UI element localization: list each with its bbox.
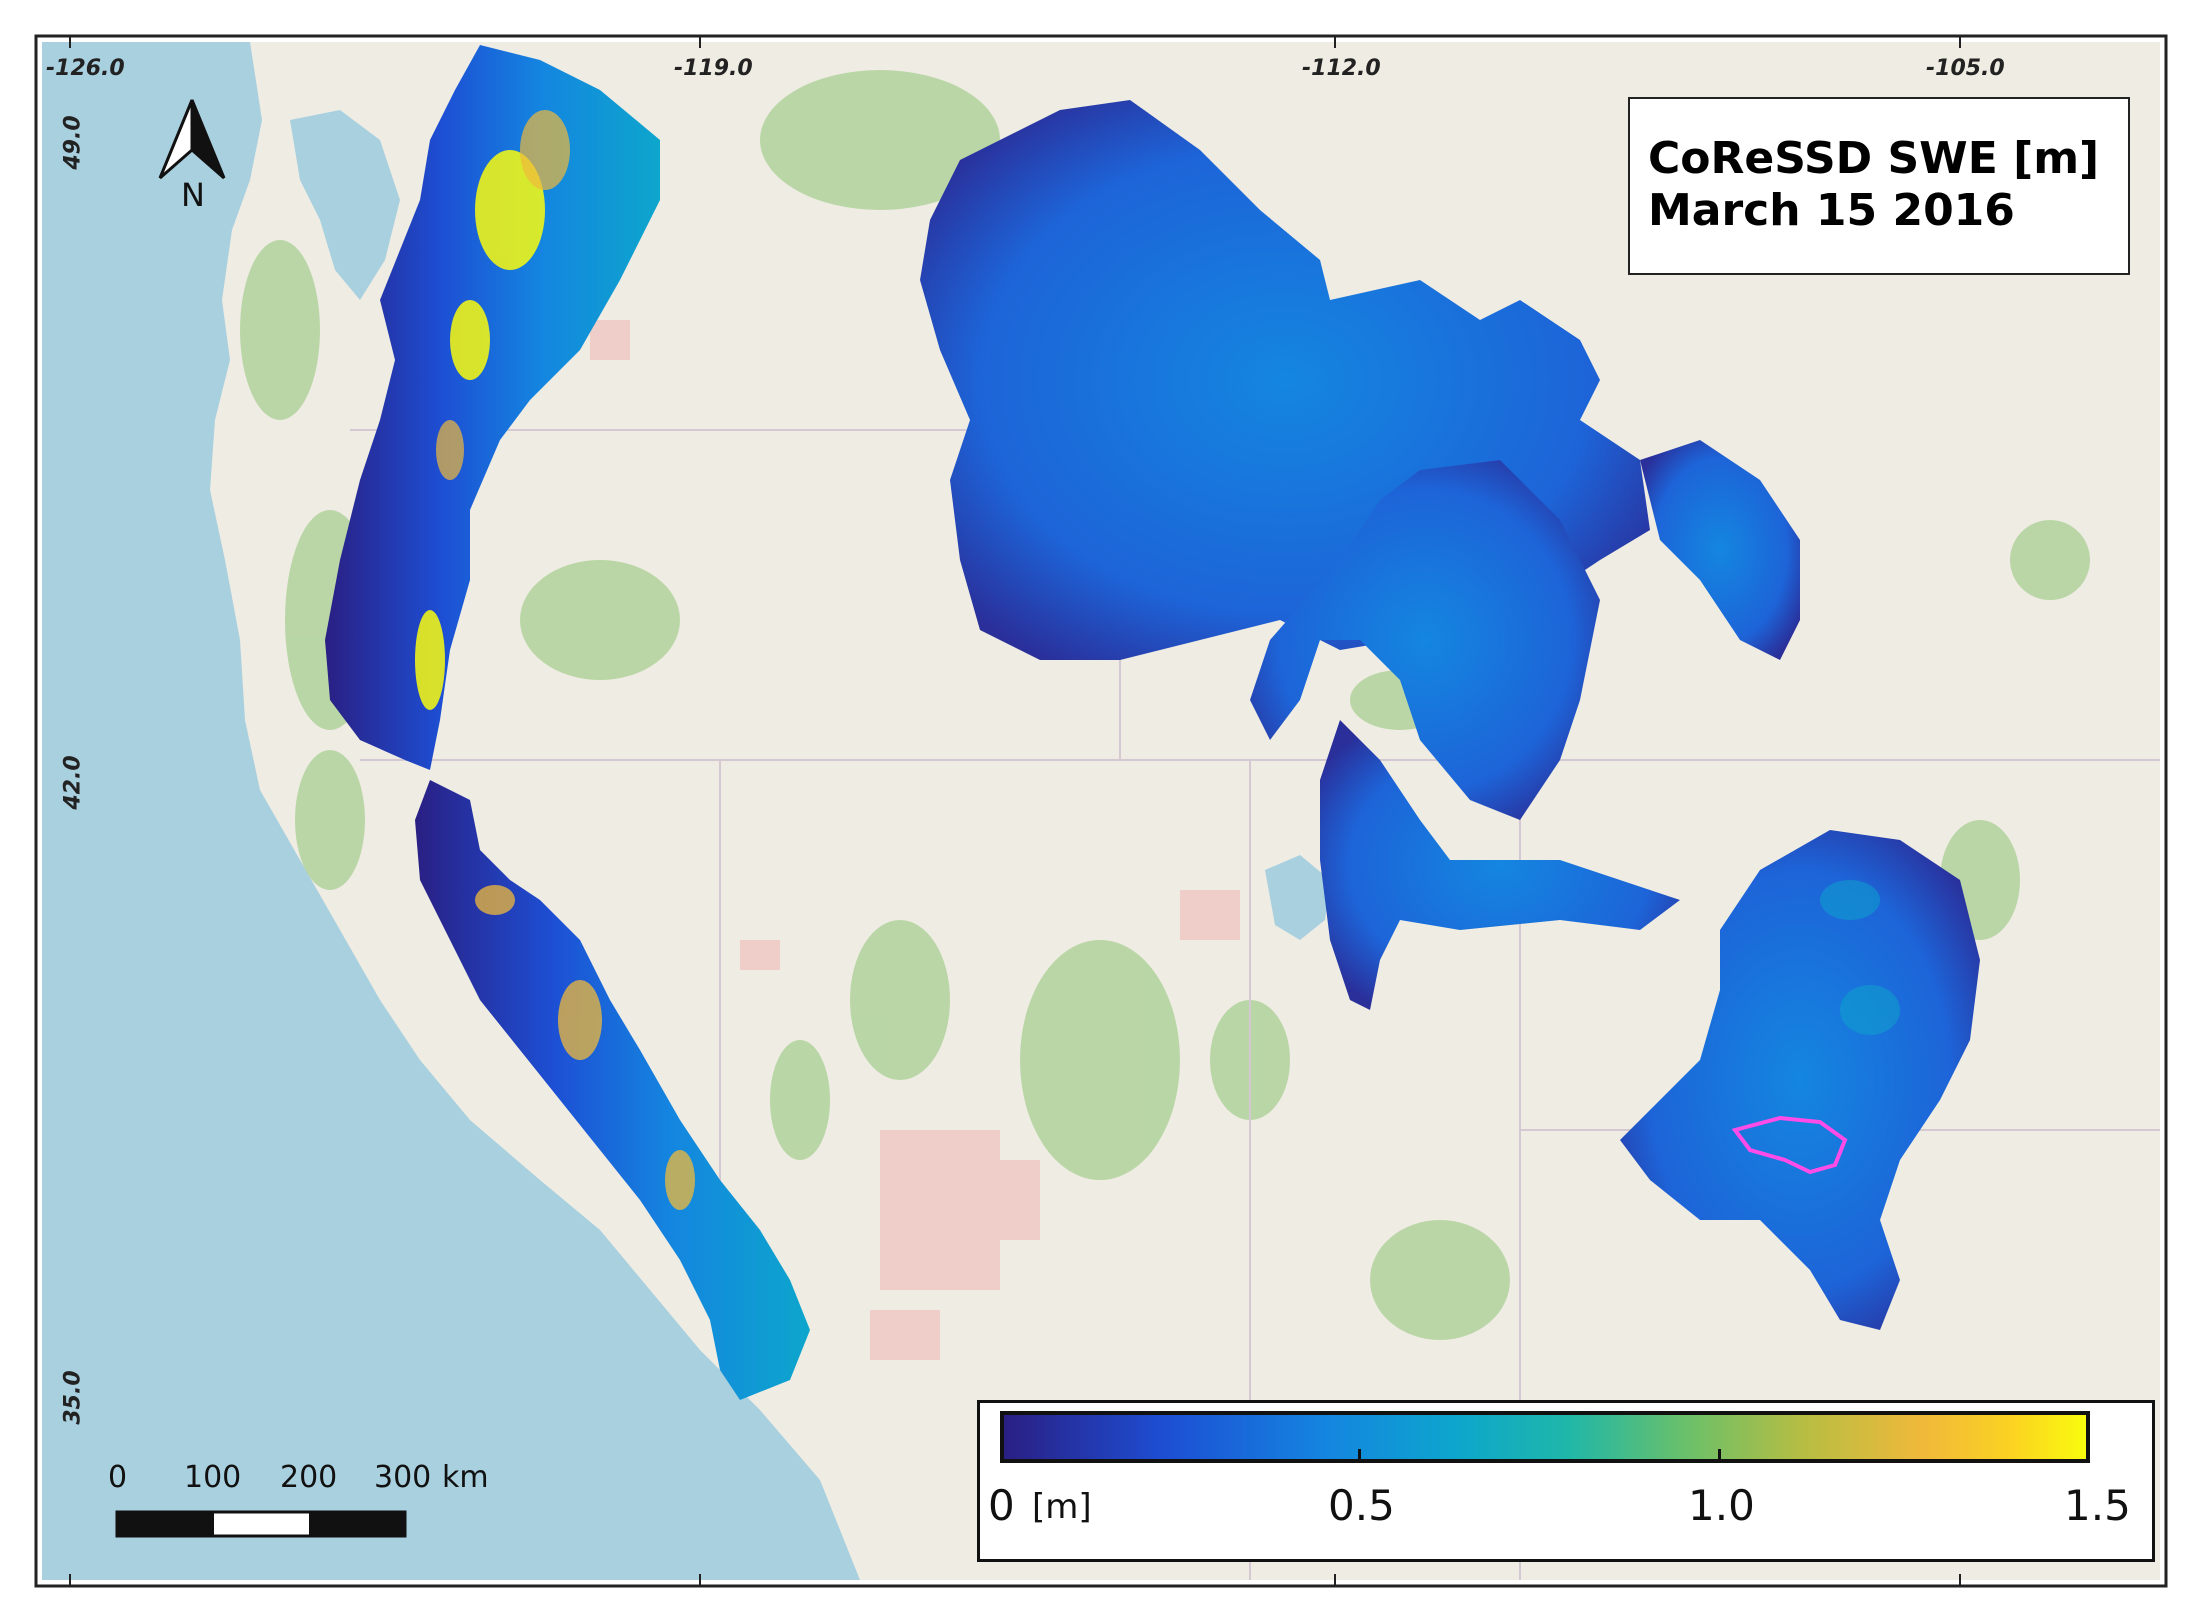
colorbar-tick bbox=[1358, 1449, 1361, 1463]
frame-ticks bbox=[69, 36, 1961, 1586]
scale-label: 300 bbox=[374, 1460, 432, 1495]
scale-unit: km bbox=[442, 1460, 489, 1495]
scale-bar bbox=[115, 1510, 407, 1538]
great-salt-lake bbox=[1265, 855, 1330, 940]
colorbar-tick-label: 0.5 bbox=[1328, 1481, 1395, 1530]
map-subtitle-date: March 15 2016 bbox=[1648, 185, 2015, 236]
swe-mid-colorado bbox=[1820, 880, 1900, 1035]
north-label: N bbox=[181, 176, 205, 214]
swe-cascades bbox=[325, 45, 660, 770]
swe-high-sierra bbox=[475, 885, 695, 1210]
swe-mid-cascades bbox=[436, 110, 570, 480]
scale-label: 200 bbox=[280, 1460, 338, 1495]
scale-label: 100 bbox=[184, 1460, 242, 1495]
longitude-label: -119.0 bbox=[674, 56, 753, 81]
latitude-label: 35.0 bbox=[60, 1370, 86, 1425]
watershed-outline bbox=[1731, 1115, 1848, 1175]
title-box: CoReSSD SWE [m] March 15 2016 bbox=[1628, 97, 2130, 275]
colorbar-tick-label: 1.5 bbox=[2064, 1481, 2131, 1530]
colorbar bbox=[1000, 1411, 2090, 1463]
reservation-areas bbox=[590, 320, 1240, 1360]
map-title: CoReSSD SWE [m] bbox=[1648, 133, 2100, 184]
latitude-label: 49.0 bbox=[60, 115, 86, 170]
swe-colorado-rockies bbox=[1620, 830, 1980, 1330]
swe-sierra-nevada bbox=[415, 780, 810, 1400]
colorbar-min-label: 0 bbox=[988, 1481, 1015, 1530]
colorbar-tick-label: 1.0 bbox=[1688, 1481, 1755, 1530]
swe-yellowstone bbox=[1250, 460, 1600, 820]
swe-wasatch-uinta bbox=[1320, 720, 1680, 1010]
longitude-label: -112.0 bbox=[1302, 56, 1381, 81]
colorbar-tick bbox=[1718, 1449, 1721, 1463]
longitude-label: -105.0 bbox=[1926, 56, 2005, 81]
longitude-label: -126.0 bbox=[46, 56, 125, 81]
latitude-label: 42.0 bbox=[60, 755, 86, 810]
puget-sound bbox=[290, 110, 400, 300]
swe-bighorns bbox=[1640, 440, 1800, 660]
colorbar-unit-label: [m] bbox=[1032, 1487, 1092, 1527]
pacific-ocean bbox=[42, 42, 860, 1580]
forest-areas bbox=[240, 70, 2090, 1340]
colorbar-legend: 0 [m] 0.5 1.0 1.5 bbox=[977, 1400, 2155, 1562]
north-arrow-icon bbox=[158, 99, 226, 180]
scale-label: 0 bbox=[108, 1460, 128, 1495]
swe-high-cascades bbox=[415, 150, 545, 710]
